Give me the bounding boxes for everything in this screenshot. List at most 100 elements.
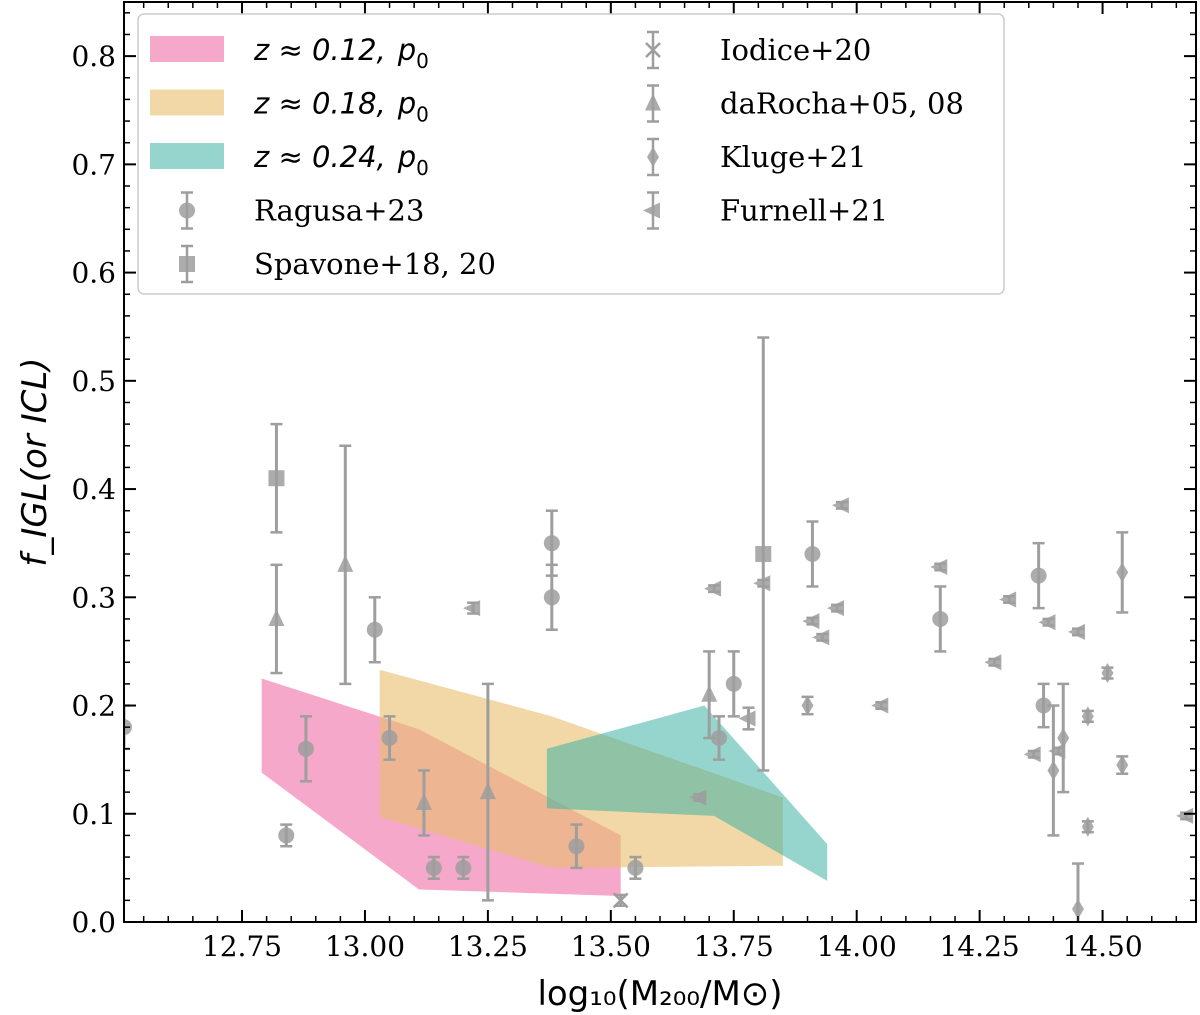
series-furnell-21 <box>463 497 1194 824</box>
legend: z ≈ 0.12, p0 z ≈ 0.18, p0 z ≈ 0.24, p0 Ragusa+… <box>137 13 1005 295</box>
legend-entry: z ≈ 0.18, p0 <box>150 87 429 127</box>
data-point <box>984 654 1002 671</box>
x-tick-label: 13.75 <box>694 930 774 963</box>
data-point <box>1101 663 1114 684</box>
y-tick-label: 0.2 <box>71 690 116 723</box>
y-axis-label-group: f_IGL(or ICL) <box>15 357 55 566</box>
data-point <box>268 608 285 626</box>
data-point <box>612 892 629 909</box>
y-axis-label: f_IGL(or ICL) <box>15 357 55 566</box>
data-point <box>381 730 398 746</box>
data-point <box>1038 614 1056 631</box>
legend-entry: Kluge+21 <box>647 137 867 177</box>
data-point <box>268 470 285 487</box>
y-tick-label: 0.8 <box>71 40 116 73</box>
series-spavone-18-20 <box>268 336 772 772</box>
bands-layer <box>261 669 828 896</box>
legend-label: Iodice+20 <box>720 33 871 67</box>
legend-label: Furnell+21 <box>720 194 888 228</box>
data-point <box>802 613 820 630</box>
x-tick-label: 14.25 <box>940 930 1020 963</box>
legend-entry: Furnell+21 <box>643 191 888 230</box>
data-point <box>337 554 354 572</box>
plot-frame <box>123 1 1197 923</box>
legend-marker <box>643 202 660 219</box>
data-point <box>701 684 718 702</box>
data-point <box>1081 706 1094 727</box>
data-point <box>1057 728 1070 748</box>
series-ragusa-23 <box>124 509 1052 880</box>
legend-marker <box>179 202 195 219</box>
legend-entry: daRocha+05, 08 <box>645 84 964 123</box>
legend-entry: Iodice+20 <box>645 30 871 70</box>
data-point <box>366 621 383 638</box>
data-point <box>1023 746 1041 763</box>
data-point <box>711 730 728 746</box>
data-point <box>689 789 707 806</box>
data-point <box>812 629 830 646</box>
ticks-layer: 12.75 13.00 13.25 13.50 13.75 14.00 14.25 14.50… <box>71 2 1196 963</box>
series-iodice-20 <box>612 892 629 909</box>
x-tick-label: 13.25 <box>448 930 528 963</box>
legend-marker <box>645 93 661 111</box>
data-point <box>1116 562 1129 583</box>
y-tick-label: 0.7 <box>71 148 116 181</box>
data-point <box>297 740 314 757</box>
x-tick-label: 12.75 <box>202 930 282 963</box>
data-point <box>831 497 849 514</box>
points-layer <box>124 336 1194 922</box>
data-point <box>1030 567 1047 584</box>
data-point <box>827 600 845 617</box>
legend-label: Kluge+21 <box>720 140 867 174</box>
legend-label: z ≈ 0.18, p0 <box>253 87 429 127</box>
data-point <box>930 558 948 575</box>
data-point <box>568 838 585 855</box>
data-point <box>999 591 1017 608</box>
data-point <box>278 827 295 844</box>
data-point <box>1116 755 1129 776</box>
legend-swatch <box>150 143 224 169</box>
data-point <box>738 710 756 727</box>
data-point <box>479 782 496 800</box>
y-tick-label: 0.4 <box>71 473 116 506</box>
data-point <box>455 859 472 876</box>
data-point <box>415 792 432 810</box>
legend-label: Spavone+18, 20 <box>254 247 496 281</box>
legend-entry: z ≈ 0.24, p0 <box>150 140 429 180</box>
x-axis-label: log₁₀(M₂₀₀/M⊙) <box>537 974 782 1014</box>
y-tick-label: 0.6 <box>71 257 116 290</box>
legend-label: z ≈ 0.24, p0 <box>253 140 429 180</box>
legend-swatch <box>150 89 224 116</box>
data-point <box>425 859 442 876</box>
legend-frame <box>137 13 1005 295</box>
data-point <box>627 859 644 876</box>
data-point <box>1176 807 1194 824</box>
data-point <box>1048 742 1066 759</box>
data-point <box>871 697 889 714</box>
data-point <box>1047 760 1060 781</box>
series-kluge-21 <box>801 531 1129 922</box>
data-point <box>1081 816 1094 837</box>
y-tick-label: 0.5 <box>71 365 116 398</box>
series-darocha-05-08 <box>268 444 718 902</box>
y-tick-label: 0.0 <box>71 906 116 939</box>
x-tick-label: 14.00 <box>817 930 897 963</box>
legend-marker <box>645 42 661 58</box>
legend-label: z ≈ 0.12, p0 <box>253 33 429 73</box>
data-point <box>755 546 772 562</box>
legend-entry: z ≈ 0.12, p0 <box>150 33 429 73</box>
band-2 <box>546 705 828 881</box>
x-tick-label: 14.50 <box>1062 930 1142 963</box>
data-point <box>725 675 742 692</box>
data-point <box>932 610 949 627</box>
data-point <box>801 695 814 716</box>
legend-label: daRocha+05, 08 <box>720 87 964 121</box>
legend-entry: Ragusa+23 <box>179 191 424 230</box>
data-point <box>1035 697 1052 714</box>
x-tick-label: 13.00 <box>325 930 405 963</box>
data-point <box>804 546 821 562</box>
x-tick-label: 13.50 <box>571 930 651 963</box>
data-point <box>753 575 771 592</box>
y-tick-label: 0.1 <box>71 798 116 831</box>
